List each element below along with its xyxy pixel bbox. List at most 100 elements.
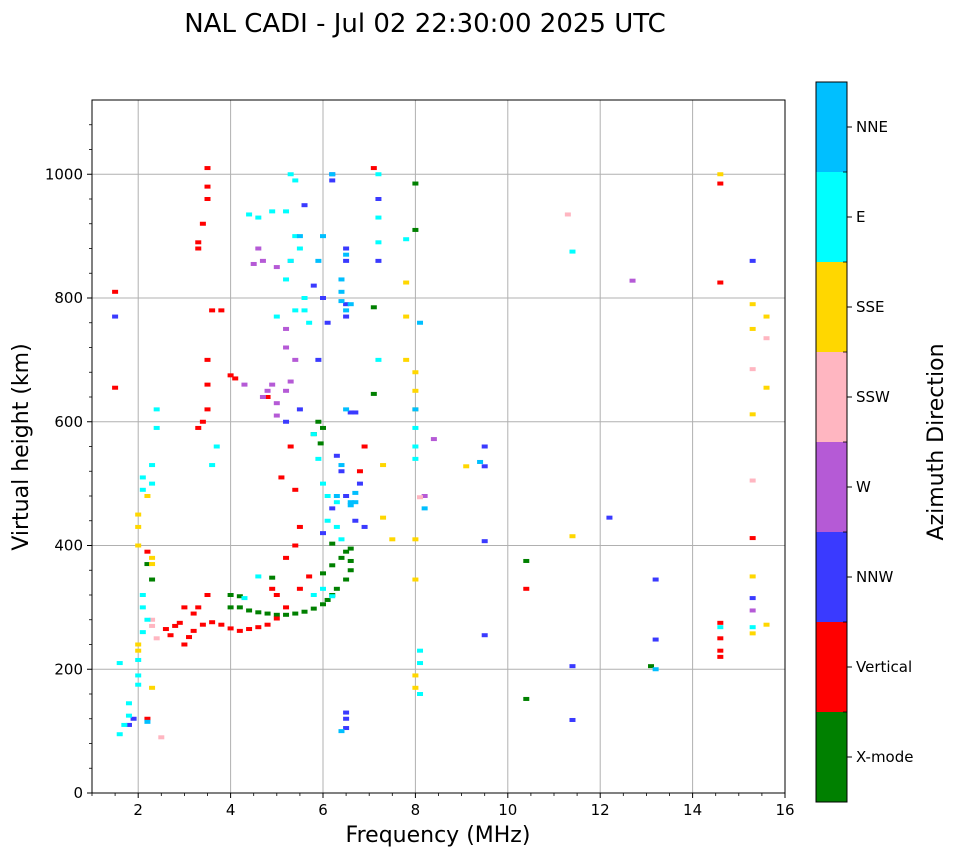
data-point — [412, 388, 419, 393]
data-point — [246, 627, 253, 632]
data-point — [130, 716, 137, 721]
data-point — [463, 464, 470, 469]
data-point — [255, 246, 262, 251]
colorbar-label: W — [856, 478, 871, 496]
data-point — [112, 289, 119, 294]
data-point — [749, 625, 756, 630]
data-point — [749, 302, 756, 307]
data-point — [269, 586, 276, 591]
colorbar-label: Azimuth Direction — [924, 343, 949, 540]
data-point — [320, 571, 326, 576]
data-point — [343, 308, 350, 313]
data-point — [343, 246, 350, 251]
data-point — [412, 444, 419, 449]
data-point — [481, 633, 488, 638]
data-point — [204, 382, 211, 387]
colorbar-segment — [816, 82, 847, 172]
data-point — [116, 732, 123, 737]
data-point — [232, 376, 239, 381]
data-point — [236, 594, 243, 599]
data-point — [204, 197, 211, 201]
data-point — [241, 382, 248, 387]
data-point — [246, 608, 253, 613]
data-point — [287, 444, 294, 449]
data-point — [246, 212, 253, 217]
data-point — [264, 395, 271, 399]
data-point — [648, 664, 655, 669]
data-point — [347, 558, 354, 563]
data-point — [310, 432, 317, 437]
data-point — [403, 357, 410, 362]
x-tick-label: 14 — [683, 801, 702, 819]
data-point — [652, 577, 659, 582]
data-point — [135, 673, 142, 678]
data-point — [417, 320, 424, 325]
colorbar-label: Vertical — [856, 658, 912, 676]
data-point — [149, 481, 156, 486]
data-point — [144, 719, 151, 724]
data-point — [412, 181, 419, 186]
data-point — [153, 636, 160, 641]
data-point — [296, 524, 303, 529]
colorbar-segment — [816, 352, 847, 442]
data-point — [338, 299, 345, 304]
data-point — [195, 425, 202, 430]
data-point — [421, 494, 428, 498]
data-point — [181, 642, 188, 647]
colorbar-segment — [816, 532, 847, 622]
data-point — [421, 506, 428, 511]
data-point — [347, 500, 354, 505]
data-point — [412, 577, 419, 582]
x-axis-label: Frequency (MHz) — [346, 823, 531, 848]
data-point — [347, 503, 354, 508]
x-tick-label: 4 — [226, 801, 236, 819]
data-point — [320, 602, 326, 607]
data-point — [338, 537, 345, 542]
colorbar-label: SSE — [856, 298, 885, 316]
data-point — [347, 546, 354, 551]
data-point — [481, 539, 488, 544]
data-point — [523, 586, 530, 591]
data-point — [144, 549, 151, 554]
data-point — [375, 172, 382, 177]
data-point — [569, 717, 576, 722]
data-point — [209, 620, 216, 625]
data-point — [264, 388, 271, 393]
data-point — [352, 490, 359, 495]
data-point — [296, 586, 303, 591]
data-point — [361, 524, 368, 529]
data-point — [375, 240, 382, 245]
data-point — [269, 382, 276, 387]
data-point — [273, 413, 280, 418]
data-point — [310, 283, 317, 288]
data-point — [310, 593, 317, 597]
data-point — [352, 410, 359, 415]
data-point — [292, 357, 299, 362]
y-axis: 0 200 400 600 800 1000 — [45, 124, 92, 802]
data-point — [338, 277, 345, 282]
data-point — [195, 605, 202, 610]
data-point — [250, 261, 257, 266]
data-point — [241, 596, 248, 601]
x-tick-label: 16 — [775, 801, 794, 819]
data-point — [236, 628, 243, 633]
data-point — [343, 549, 350, 554]
data-point — [569, 534, 576, 539]
data-point — [269, 575, 276, 580]
y-tick-label: 600 — [54, 413, 83, 431]
data-point — [347, 568, 354, 573]
data-point — [218, 622, 225, 627]
data-point — [149, 617, 156, 622]
data-point — [301, 296, 308, 300]
data-point — [283, 345, 290, 350]
data-point — [343, 710, 350, 715]
data-point — [375, 197, 382, 201]
data-point — [273, 265, 280, 270]
data-point — [717, 648, 724, 653]
data-point — [283, 209, 290, 214]
data-point — [352, 518, 359, 523]
data-point — [255, 215, 262, 220]
data-point — [749, 367, 756, 372]
data-point — [116, 661, 123, 666]
